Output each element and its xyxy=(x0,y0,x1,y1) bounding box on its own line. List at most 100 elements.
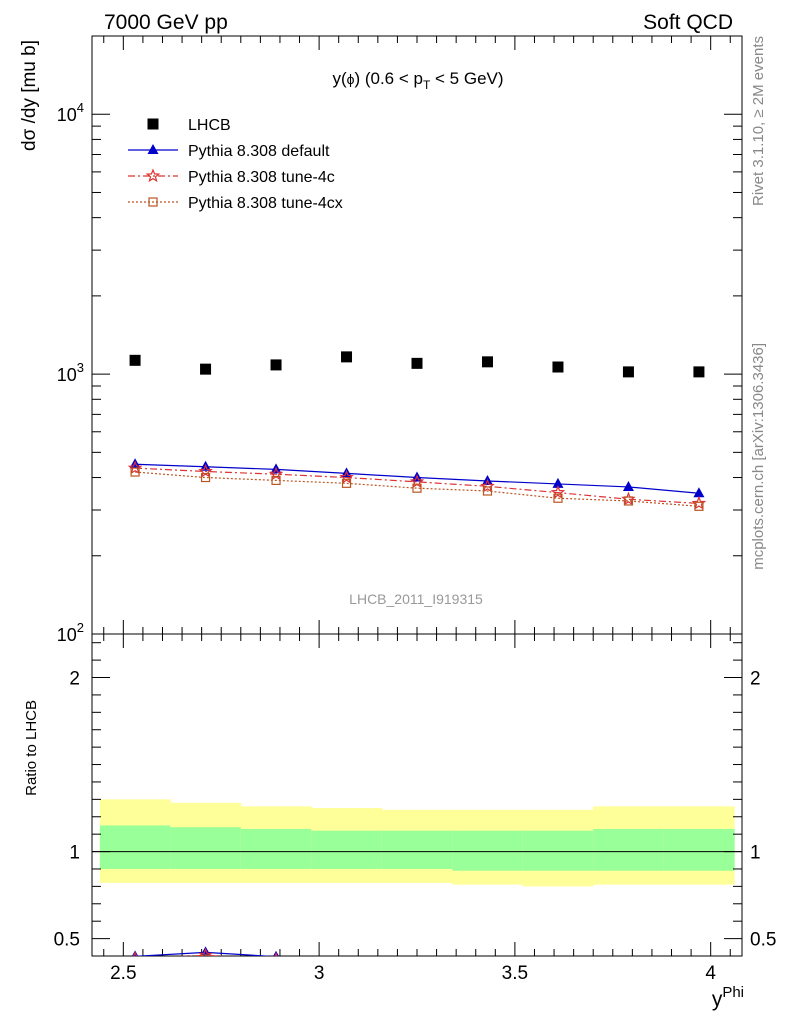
ratio-point-pythia-8-308-default xyxy=(552,958,563,968)
data-point-pythia-8-308-tune-4c xyxy=(480,478,495,493)
ratio-y-tick-label-right: 0.5 xyxy=(750,930,776,951)
ratio-point-pythia-8-308-tune-4cx xyxy=(272,959,280,967)
ratio-point-pythia-8-308-tune-4c xyxy=(623,963,634,974)
green-band-bin xyxy=(170,827,242,869)
ratio-line-pythia-8-308-tune-4cx xyxy=(135,959,699,973)
main-y-tick-label: 103 xyxy=(57,360,84,385)
data-point-lhcb xyxy=(411,357,423,369)
x-tick-label: 3.5 xyxy=(502,963,528,984)
data-point-pythia-8-308-tune-4cx xyxy=(623,496,634,506)
tick-exponent: 4 xyxy=(77,100,84,115)
ratio-point-pythia-8-308-tune-4c xyxy=(341,960,352,971)
legend-marker xyxy=(147,118,159,130)
ratio-point-pythia-8-308-tune-4cx xyxy=(695,969,703,977)
data-point-lhcb xyxy=(481,356,493,368)
green-band-bin xyxy=(522,830,594,871)
ratio-plot-frame xyxy=(91,633,743,957)
data-point-lhcb xyxy=(622,366,634,378)
data-point-pythia-8-308-default xyxy=(693,487,705,498)
data-point-pythia-8-308-default xyxy=(622,480,634,491)
main-y-axis-label: dσ /dy [mu b] xyxy=(19,40,40,151)
x-axis-label: yPhi xyxy=(712,984,744,1011)
ratio-uncertainty-bands xyxy=(92,799,742,887)
legend-entry-lhcb: LHCB xyxy=(147,117,231,134)
ratio-y-axis-label: Ratio to LHCB xyxy=(23,700,40,796)
data-point-pythia-8-308-tune-4cx xyxy=(482,486,493,496)
x-axis-label-sup: Phi xyxy=(722,984,744,1001)
series-line-pythia-8-308-tune-4c xyxy=(135,467,699,505)
ratio-point-pythia-8-308-default xyxy=(412,956,423,966)
ratio-point-pythia-8-308-tune-4cx xyxy=(343,965,351,973)
data-point-pythia-8-308-tune-4c xyxy=(550,484,566,499)
rivet-version-label: Rivet 3.1.10, ≥ 2M events xyxy=(750,36,767,206)
data-point-pythia-8-308-tune-4cx xyxy=(412,483,422,493)
axis-ticks xyxy=(92,35,742,957)
ratio-y-tick-label-left: 1 xyxy=(69,843,80,864)
ratio-point-pythia-8-308-tune-4c xyxy=(198,947,213,956)
x-tick-label: 2.5 xyxy=(110,963,136,984)
legend-entry-pythia-8-308-default: Pythia 8.308 default xyxy=(128,143,330,160)
title-range-b: < 5 GeV) xyxy=(430,69,503,88)
data-point-pythia-8-308-tune-4c xyxy=(127,460,143,475)
x-tick-labels: 2.5 3 3.5 4 xyxy=(110,963,716,984)
green-band-bin xyxy=(240,828,312,869)
title-pt-subscript: T xyxy=(423,78,431,92)
tick-exponent: 3 xyxy=(77,360,84,375)
ratio-point-pythia-8-308-tune-4cx xyxy=(483,966,491,974)
data-point-pythia-8-308-tune-4cx xyxy=(553,493,563,503)
ratio-data-series xyxy=(131,946,704,977)
analysis-watermark: LHCB_2011_I919315 xyxy=(349,591,483,607)
title-prefix: y( xyxy=(332,69,347,88)
title-phi: ϕ xyxy=(347,71,355,87)
legend-entry-pythia-8-308-tune-4c: Pythia 8.308 tune-4c xyxy=(128,168,335,186)
ratio-line-pythia-8-308-default xyxy=(135,951,275,956)
x-tick-label: 4 xyxy=(705,963,716,984)
data-point-lhcb xyxy=(693,366,705,378)
ratio-series-pythia-8-308-tune-4c xyxy=(132,947,704,976)
ratio-point-pythia-8-308-default xyxy=(623,957,634,967)
data-point-lhcb xyxy=(200,363,212,375)
ratio-y-tick-labels: 0.5 0.5 1 1 2 2 xyxy=(54,669,777,951)
data-point-pythia-8-308-tune-4cx xyxy=(341,478,352,488)
data-point-lhcb xyxy=(270,359,282,371)
legend-marker xyxy=(148,197,158,207)
ratio-point-pythia-8-308-tune-4cx xyxy=(624,966,632,974)
data-point-lhcb xyxy=(129,354,141,366)
legend-marker xyxy=(147,144,159,154)
ratio-point-pythia-8-308-tune-4c xyxy=(411,959,422,970)
data-point-pythia-8-308-tune-4c xyxy=(339,469,354,484)
title-range-a: ) (0.6 < p xyxy=(354,69,423,88)
ratio-point-pythia-8-308-tune-4cx xyxy=(200,954,211,956)
tick-base: 10 xyxy=(57,365,77,385)
plot-title: y(ϕ) (0.6 < pT < 5 GeV) xyxy=(332,69,503,92)
ratio-point-pythia-8-308-tune-4c xyxy=(482,962,493,973)
mcplots-reference-label: mcplots.cern.ch [arXiv:1306.3436] xyxy=(750,343,767,570)
ratio-y-tick-label-right: 2 xyxy=(750,669,761,690)
series-pythia-8-308-tune-4c xyxy=(127,460,707,510)
ratio-point-pythia-8-308-tune-4c xyxy=(693,965,704,976)
data-point-pythia-8-308-default xyxy=(552,477,564,488)
header-energy-label: 7000 GeV pp xyxy=(104,11,228,34)
data-point-lhcb xyxy=(552,361,564,373)
x-tick-label: 3 xyxy=(314,963,325,984)
ratio-point-pythia-8-308-default xyxy=(482,959,493,969)
data-point-lhcb xyxy=(341,351,353,363)
main-y-tick-label: 104 xyxy=(57,100,84,125)
tick-base: 10 xyxy=(57,625,77,645)
series-pythia-8-308-tune-4cx xyxy=(130,467,704,511)
main-data-series xyxy=(127,351,707,511)
ratio-point-pythia-8-308-default xyxy=(341,958,352,968)
ratio-y-tick-label-left: 2 xyxy=(69,669,80,690)
header-process-label: Soft QCD xyxy=(643,11,733,34)
data-point-pythia-8-308-tune-4cx xyxy=(694,501,704,511)
green-band-bin xyxy=(593,828,665,871)
green-band-bin xyxy=(663,828,735,871)
ratio-point-pythia-8-308-default xyxy=(693,960,704,970)
ratio-point-pythia-8-308-tune-4c xyxy=(132,950,139,956)
legend-label: Pythia 8.308 default xyxy=(188,143,330,160)
legend: LHCB Pythia 8.308 default Pythia 8.308 tun… xyxy=(128,117,343,212)
legend-label: LHCB xyxy=(188,117,231,134)
green-band-bin xyxy=(99,825,171,869)
